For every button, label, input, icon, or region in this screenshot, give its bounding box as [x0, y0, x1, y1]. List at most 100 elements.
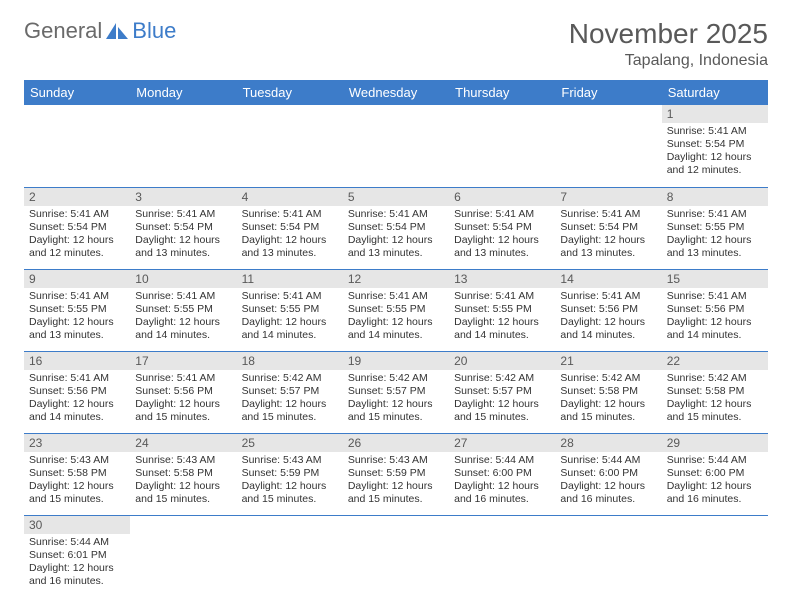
- day-details: Sunrise: 5:43 AMSunset: 5:59 PMDaylight:…: [237, 452, 343, 511]
- day-number: 28: [555, 434, 661, 452]
- day-number: 13: [449, 270, 555, 288]
- day-cell: 13Sunrise: 5:41 AMSunset: 5:55 PMDayligh…: [449, 269, 555, 351]
- empty-cell: [130, 105, 236, 187]
- day-cell: 12Sunrise: 5:41 AMSunset: 5:55 PMDayligh…: [343, 269, 449, 351]
- day-cell: 22Sunrise: 5:42 AMSunset: 5:58 PMDayligh…: [662, 351, 768, 433]
- day-details: Sunrise: 5:41 AMSunset: 5:55 PMDaylight:…: [24, 288, 130, 347]
- day-details: Sunrise: 5:44 AMSunset: 6:00 PMDaylight:…: [662, 452, 768, 511]
- weekday-header: Tuesday: [237, 80, 343, 105]
- empty-cell: [555, 105, 661, 187]
- day-details: Sunrise: 5:41 AMSunset: 5:54 PMDaylight:…: [449, 206, 555, 265]
- empty-cell: [555, 515, 661, 597]
- day-details: Sunrise: 5:42 AMSunset: 5:57 PMDaylight:…: [343, 370, 449, 429]
- day-number: 5: [343, 188, 449, 206]
- calendar-row: 16Sunrise: 5:41 AMSunset: 5:56 PMDayligh…: [24, 351, 768, 433]
- weekday-header: Wednesday: [343, 80, 449, 105]
- day-cell: 20Sunrise: 5:42 AMSunset: 5:57 PMDayligh…: [449, 351, 555, 433]
- day-cell: 14Sunrise: 5:41 AMSunset: 5:56 PMDayligh…: [555, 269, 661, 351]
- location: Tapalang, Indonesia: [569, 52, 768, 70]
- day-cell: 5Sunrise: 5:41 AMSunset: 5:54 PMDaylight…: [343, 187, 449, 269]
- day-details: Sunrise: 5:44 AMSunset: 6:00 PMDaylight:…: [449, 452, 555, 511]
- empty-cell: [237, 105, 343, 187]
- day-cell: 23Sunrise: 5:43 AMSunset: 5:58 PMDayligh…: [24, 433, 130, 515]
- day-cell: 1Sunrise: 5:41 AMSunset: 5:54 PMDaylight…: [662, 105, 768, 187]
- day-cell: 17Sunrise: 5:41 AMSunset: 5:56 PMDayligh…: [130, 351, 236, 433]
- day-number: 18: [237, 352, 343, 370]
- day-number: 9: [24, 270, 130, 288]
- day-number: 21: [555, 352, 661, 370]
- day-details: Sunrise: 5:41 AMSunset: 5:56 PMDaylight:…: [555, 288, 661, 347]
- day-cell: 25Sunrise: 5:43 AMSunset: 5:59 PMDayligh…: [237, 433, 343, 515]
- day-details: Sunrise: 5:43 AMSunset: 5:59 PMDaylight:…: [343, 452, 449, 511]
- day-details: Sunrise: 5:43 AMSunset: 5:58 PMDaylight:…: [24, 452, 130, 511]
- day-cell: 24Sunrise: 5:43 AMSunset: 5:58 PMDayligh…: [130, 433, 236, 515]
- calendar-row: 1Sunrise: 5:41 AMSunset: 5:54 PMDaylight…: [24, 105, 768, 187]
- day-number: 8: [662, 188, 768, 206]
- empty-cell: [662, 515, 768, 597]
- day-details: Sunrise: 5:41 AMSunset: 5:54 PMDaylight:…: [662, 123, 768, 182]
- day-number: 24: [130, 434, 236, 452]
- day-details: Sunrise: 5:41 AMSunset: 5:54 PMDaylight:…: [237, 206, 343, 265]
- day-cell: 27Sunrise: 5:44 AMSunset: 6:00 PMDayligh…: [449, 433, 555, 515]
- day-cell: 19Sunrise: 5:42 AMSunset: 5:57 PMDayligh…: [343, 351, 449, 433]
- day-cell: 4Sunrise: 5:41 AMSunset: 5:54 PMDaylight…: [237, 187, 343, 269]
- logo-sail-icon: [104, 21, 130, 41]
- empty-cell: [237, 515, 343, 597]
- day-cell: 11Sunrise: 5:41 AMSunset: 5:55 PMDayligh…: [237, 269, 343, 351]
- day-number: 7: [555, 188, 661, 206]
- empty-cell: [130, 515, 236, 597]
- weekday-header-row: SundayMondayTuesdayWednesdayThursdayFrid…: [24, 80, 768, 105]
- day-details: Sunrise: 5:41 AMSunset: 5:54 PMDaylight:…: [343, 206, 449, 265]
- day-details: Sunrise: 5:41 AMSunset: 5:56 PMDaylight:…: [130, 370, 236, 429]
- weekday-header: Sunday: [24, 80, 130, 105]
- day-number: 11: [237, 270, 343, 288]
- day-details: Sunrise: 5:44 AMSunset: 6:01 PMDaylight:…: [24, 534, 130, 593]
- day-details: Sunrise: 5:44 AMSunset: 6:00 PMDaylight:…: [555, 452, 661, 511]
- day-number: 10: [130, 270, 236, 288]
- day-details: Sunrise: 5:41 AMSunset: 5:55 PMDaylight:…: [130, 288, 236, 347]
- day-details: Sunrise: 5:41 AMSunset: 5:55 PMDaylight:…: [343, 288, 449, 347]
- day-cell: 29Sunrise: 5:44 AMSunset: 6:00 PMDayligh…: [662, 433, 768, 515]
- day-number: 14: [555, 270, 661, 288]
- day-details: Sunrise: 5:41 AMSunset: 5:54 PMDaylight:…: [24, 206, 130, 265]
- day-details: Sunrise: 5:42 AMSunset: 5:58 PMDaylight:…: [662, 370, 768, 429]
- day-number: 19: [343, 352, 449, 370]
- day-details: Sunrise: 5:41 AMSunset: 5:56 PMDaylight:…: [24, 370, 130, 429]
- weekday-header: Thursday: [449, 80, 555, 105]
- day-cell: 26Sunrise: 5:43 AMSunset: 5:59 PMDayligh…: [343, 433, 449, 515]
- day-cell: 28Sunrise: 5:44 AMSunset: 6:00 PMDayligh…: [555, 433, 661, 515]
- calendar-body: 1Sunrise: 5:41 AMSunset: 5:54 PMDaylight…: [24, 105, 768, 597]
- day-details: Sunrise: 5:41 AMSunset: 5:55 PMDaylight:…: [449, 288, 555, 347]
- day-cell: 16Sunrise: 5:41 AMSunset: 5:56 PMDayligh…: [24, 351, 130, 433]
- day-cell: 3Sunrise: 5:41 AMSunset: 5:54 PMDaylight…: [130, 187, 236, 269]
- weekday-header: Monday: [130, 80, 236, 105]
- calendar-table: SundayMondayTuesdayWednesdayThursdayFrid…: [24, 80, 768, 597]
- day-details: Sunrise: 5:42 AMSunset: 5:57 PMDaylight:…: [449, 370, 555, 429]
- title-block: November 2025 Tapalang, Indonesia: [569, 18, 768, 70]
- day-number: 12: [343, 270, 449, 288]
- day-details: Sunrise: 5:41 AMSunset: 5:55 PMDaylight:…: [237, 288, 343, 347]
- day-details: Sunrise: 5:41 AMSunset: 5:54 PMDaylight:…: [555, 206, 661, 265]
- weekday-header: Saturday: [662, 80, 768, 105]
- day-details: Sunrise: 5:42 AMSunset: 5:58 PMDaylight:…: [555, 370, 661, 429]
- calendar-row: 9Sunrise: 5:41 AMSunset: 5:55 PMDaylight…: [24, 269, 768, 351]
- day-number: 27: [449, 434, 555, 452]
- day-number: 4: [237, 188, 343, 206]
- day-details: Sunrise: 5:41 AMSunset: 5:54 PMDaylight:…: [130, 206, 236, 265]
- month-title: November 2025: [569, 18, 768, 50]
- day-number: 30: [24, 516, 130, 534]
- day-number: 15: [662, 270, 768, 288]
- calendar-row: 2Sunrise: 5:41 AMSunset: 5:54 PMDaylight…: [24, 187, 768, 269]
- day-details: Sunrise: 5:42 AMSunset: 5:57 PMDaylight:…: [237, 370, 343, 429]
- header: General Blue November 2025 Tapalang, Ind…: [24, 18, 768, 70]
- day-cell: 9Sunrise: 5:41 AMSunset: 5:55 PMDaylight…: [24, 269, 130, 351]
- calendar-row: 23Sunrise: 5:43 AMSunset: 5:58 PMDayligh…: [24, 433, 768, 515]
- day-number: 22: [662, 352, 768, 370]
- logo-text-blue: Blue: [132, 18, 176, 44]
- calendar-row: 30Sunrise: 5:44 AMSunset: 6:01 PMDayligh…: [24, 515, 768, 597]
- day-number: 2: [24, 188, 130, 206]
- day-details: Sunrise: 5:41 AMSunset: 5:56 PMDaylight:…: [662, 288, 768, 347]
- day-number: 20: [449, 352, 555, 370]
- day-cell: 18Sunrise: 5:42 AMSunset: 5:57 PMDayligh…: [237, 351, 343, 433]
- day-number: 6: [449, 188, 555, 206]
